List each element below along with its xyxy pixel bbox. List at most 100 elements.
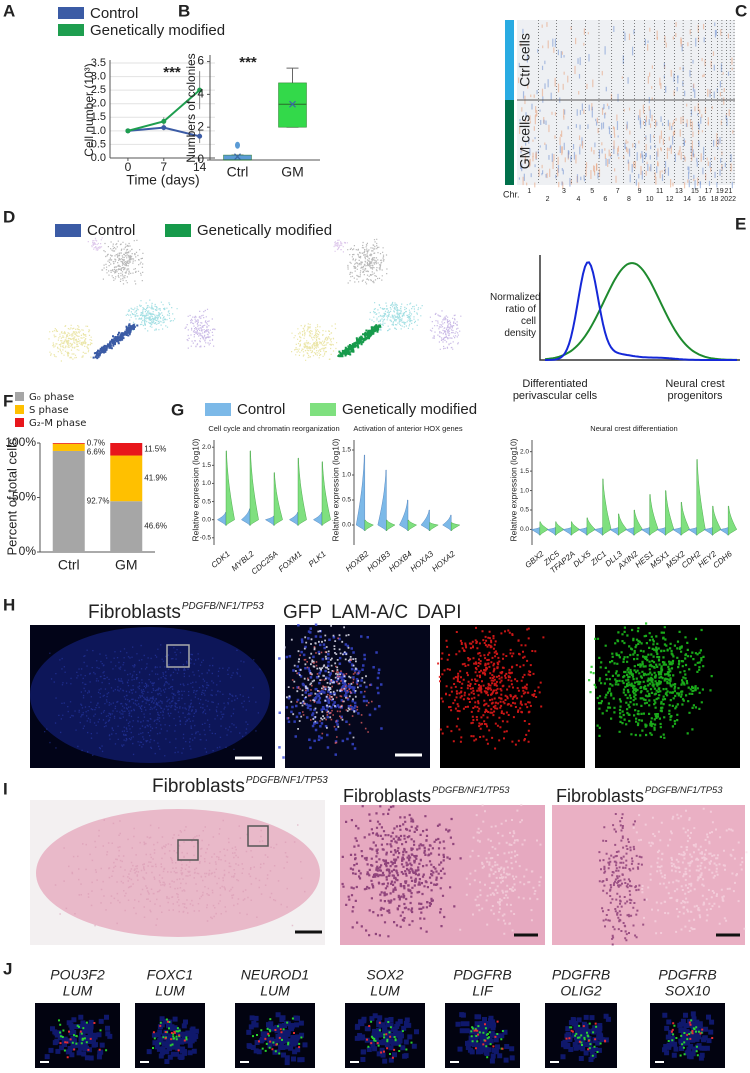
heatmap-cell [591, 109, 593, 118]
heatmap-cell [536, 109, 538, 117]
heatmap-cell [583, 42, 585, 46]
chromosome-label: 20 [720, 196, 728, 203]
red-puncta [152, 1020, 186, 1052]
heatmap-cell [719, 169, 721, 176]
inset-box [247, 825, 269, 847]
cluster [333, 239, 348, 253]
chromosome-label: 18 [711, 196, 719, 203]
heatmap-cell [560, 51, 562, 59]
heatmap-cell [694, 106, 696, 112]
violin-half [377, 469, 387, 532]
heatmap-cell [663, 62, 665, 68]
heatmap-cell [648, 118, 650, 126]
heatmap-cell [605, 86, 607, 92]
heatmap-cell [646, 161, 648, 165]
bar-segment [110, 501, 143, 552]
heatmap-cell [570, 155, 572, 160]
heatmap-cell [625, 146, 627, 150]
heatmap-cell [649, 27, 651, 32]
probe-label: SOX2 [366, 967, 404, 983]
probe-label: FOXC1 [147, 967, 194, 983]
heatmap-cell [632, 46, 634, 56]
y-tick-label: 1.0 [91, 125, 106, 137]
heatmap-cell [578, 73, 581, 79]
heatmap-cell [579, 124, 581, 130]
heatmap-cell [679, 129, 681, 137]
density-y-label: Normalized ratio of cell density [490, 292, 541, 339]
heatmap-cell [649, 155, 651, 160]
value-label: 11.5% [144, 444, 166, 453]
heatmap-cell [664, 160, 667, 168]
heatmap-cell [547, 40, 549, 49]
violin-half [225, 450, 235, 527]
heatmap-cell [520, 150, 522, 154]
gene-label: HOXA3 [409, 549, 436, 574]
heatmap-cell [656, 166, 658, 174]
violin-half [273, 472, 283, 527]
legend-label: S phase [29, 405, 69, 416]
heatmap-cell [613, 25, 615, 32]
heatmap-cell [564, 109, 566, 115]
heatmap-cell [541, 173, 543, 176]
tissue [36, 809, 320, 937]
heatmap-cell [670, 144, 672, 148]
heatmap-cell [553, 154, 555, 161]
heatmap-cell [521, 145, 523, 152]
highlighted-cells [92, 323, 139, 360]
heatmap-cell [716, 182, 718, 188]
heatmap-cell [649, 72, 651, 77]
heatmap-cell [624, 142, 626, 149]
heatmap-cell [672, 131, 675, 137]
heatmap-cell [576, 109, 578, 116]
heatmap-cell [535, 153, 537, 159]
heatmap-cell [521, 107, 523, 112]
violin-half [407, 519, 418, 532]
heatmap-cell [731, 67, 733, 71]
heatmap-cell [639, 120, 642, 129]
heatmap-cell [701, 114, 703, 118]
heatmap-cell [578, 91, 580, 95]
y-tick-label: 0.0 [520, 526, 529, 533]
heatmap-cell [668, 136, 670, 141]
heatmap-cell [601, 108, 604, 115]
heatmap-cell [552, 38, 554, 47]
heatmap-cell [557, 83, 560, 93]
y-axis-title: Percent of total cells [4, 438, 19, 556]
heatmap-cell [726, 117, 728, 127]
heatmap-cell [638, 182, 640, 189]
heatmap-cell [590, 147, 593, 152]
he-image [552, 805, 745, 945]
heatmap-cell [598, 149, 601, 159]
nuclei [278, 623, 383, 759]
y-tick-label: 0 [197, 152, 204, 166]
heatmap-cell [703, 37, 705, 43]
y-tick-label: 2.5 [91, 84, 106, 96]
heatmap-cell [592, 79, 594, 88]
heatmap-cell [557, 49, 559, 56]
heatmap-cell [644, 137, 647, 140]
nuclei [598, 813, 646, 946]
heatmap-cell [710, 60, 712, 68]
y-tick-label: 2.0 [91, 98, 106, 110]
heatmap-cell [660, 82, 662, 89]
heatmap-cell [628, 33, 631, 41]
chromosome-label: 4 [576, 196, 580, 203]
nuclei [455, 1012, 515, 1064]
violin-half [671, 527, 682, 536]
heatmap-cell [613, 127, 615, 135]
heatmap-cell [561, 51, 563, 55]
heatmap-cell [647, 44, 649, 51]
heatmap-cell [536, 89, 538, 95]
heatmap-cell [673, 73, 675, 82]
heatmap-cell [533, 94, 535, 98]
heatmap-cell [629, 174, 631, 183]
legend-label: Control [237, 401, 285, 418]
y-tick-label: 2.0 [202, 444, 211, 451]
heatmap-cell [725, 114, 727, 120]
chromosome-label: 17 [705, 188, 713, 195]
heatmap-cell [710, 167, 712, 173]
legend-label: Genetically modified [90, 22, 225, 39]
violin-half [249, 450, 259, 527]
heatmap-cell [661, 170, 663, 173]
data-point [197, 133, 203, 139]
